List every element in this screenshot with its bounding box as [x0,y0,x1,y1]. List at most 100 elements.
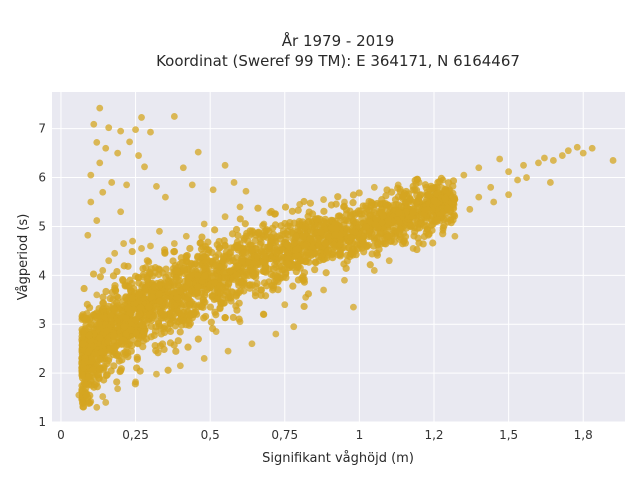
scatter-point-118 [490,198,498,206]
dense-point [201,312,210,321]
dense-point [80,379,88,387]
dense-point [184,274,193,282]
dense-point [388,188,396,196]
dense-point [271,210,279,218]
scatter-point-56 [588,144,596,152]
dense-point [413,175,421,183]
scatter-point-36 [221,213,229,221]
dense-point [345,244,353,252]
dense-point [292,233,300,241]
dense-point [378,218,386,227]
dense-point [312,259,320,267]
scatter-point-92 [99,393,107,400]
dense-point [119,336,127,344]
dense-point [150,331,158,339]
chart-title-line-2: Koordinat (Sweref 99 TM): E 364171, N 61… [156,52,520,70]
dense-point [219,253,228,261]
dense-point [173,267,181,275]
dense-point [102,287,110,296]
y-tick-label: 5 [38,219,46,233]
dense-point [373,251,382,259]
dense-point [305,248,314,257]
dense-point [216,289,225,297]
dense-point [127,347,135,355]
dense-point [95,320,103,328]
dense-point [382,192,390,200]
dense-point [435,178,444,186]
dense-point [121,348,129,356]
dense-point [152,347,160,355]
scatter-point-31 [117,208,125,216]
scatter-point-10 [126,138,133,146]
dense-point [232,271,241,279]
scatter-point-12 [135,152,142,159]
y-axis-ticks: 1 2 3 4 5 6 7 [38,122,46,429]
dense-point [314,235,322,243]
dense-point [161,248,169,257]
dense-point [134,311,142,319]
dense-point [371,220,380,228]
dense-point [89,366,97,374]
grid-lines [52,92,625,423]
dense-point [172,347,180,355]
x-tick-label: 0 [57,428,65,442]
dense-point [450,195,459,203]
dense-point [122,314,130,322]
dense-point [199,265,207,273]
dense-point [289,282,297,290]
x-tick-label: 1 [356,428,364,442]
dense-point [340,202,348,210]
scatter-point-98 [102,399,110,406]
scatter-point-22 [221,161,229,169]
scatter-point-52 [549,157,557,164]
dense-point [134,273,142,282]
dense-point [367,201,375,210]
dense-point [317,228,325,236]
dense-point [212,253,220,261]
x-tick-label: 0,75 [271,428,298,442]
dense-point [135,290,143,299]
dense-point [301,223,310,231]
scatter-point-8 [93,138,101,146]
dense-point [180,317,188,325]
dense-point [275,262,284,270]
dense-point [194,252,202,260]
dense-point [450,212,459,220]
dense-point [300,197,308,206]
dense-point [306,235,314,243]
dense-point [81,316,89,324]
dense-point [211,226,219,234]
dense-point [409,208,417,216]
dense-point [174,337,182,345]
dense-point [259,310,268,318]
dense-point [248,281,257,289]
dense-point [440,221,448,229]
dense-point [201,272,209,280]
dense-point [155,319,163,328]
dense-point [360,248,368,256]
scatter-point-53 [564,147,572,155]
dense-point [254,229,262,237]
dense-point [304,290,313,298]
scatter-point-2 [170,113,178,120]
scatter-point-108 [138,245,145,252]
dense-point [133,355,141,363]
dense-point [113,323,122,331]
dense-point [133,364,141,372]
dense-point [441,194,449,203]
dense-point [207,318,215,326]
dense-point [349,191,358,199]
dense-point [241,220,249,228]
dense-point [171,261,179,270]
dense-point [394,209,403,217]
dense-point [216,282,224,290]
dense-point [407,221,416,230]
dense-point [249,272,257,280]
dense-point [251,236,259,244]
scatter-point-97 [93,403,101,411]
dense-point [199,243,207,251]
scatter-point-11 [114,149,122,157]
dense-point [234,231,242,240]
dense-point [142,319,150,328]
dense-point [109,272,118,280]
